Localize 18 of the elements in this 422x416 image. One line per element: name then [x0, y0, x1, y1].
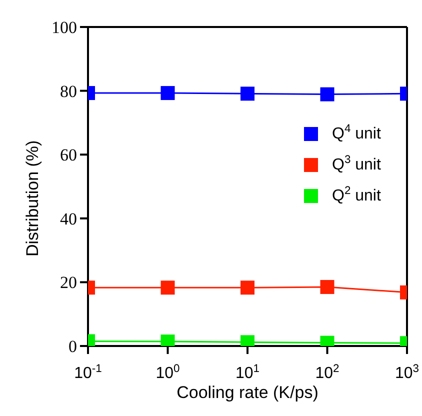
x-tick-label: 10$^{1}$: [235, 363, 260, 382]
legend-label: Q$^{4}$ unit: [332, 123, 381, 143]
x-tick-label: 10$^{2}$: [315, 363, 340, 382]
x-tick-label: 10$^{0}$: [156, 363, 180, 382]
point: [240, 86, 254, 101]
y-tick-label: 20: [60, 273, 77, 292]
point: [240, 280, 254, 295]
y-tick-label: 60: [60, 146, 77, 165]
legend-label: Q$^{3}$ unit: [332, 154, 381, 174]
x-tick-label: 10$^{3}$: [394, 363, 420, 382]
x-tick-label: 10$^{-1}$: [74, 363, 102, 382]
y-tick-label: 80: [60, 82, 77, 101]
y-tick-label: 100: [52, 18, 77, 37]
y-tick-label: 0: [68, 337, 77, 356]
legend-label: Q$^{2}$ unit: [332, 185, 381, 205]
x-axis-title: Cooling rate (K/ps): [176, 383, 318, 402]
y-axis-title: Distribution (%): [23, 140, 42, 256]
y-tick-label: 40: [60, 209, 77, 228]
